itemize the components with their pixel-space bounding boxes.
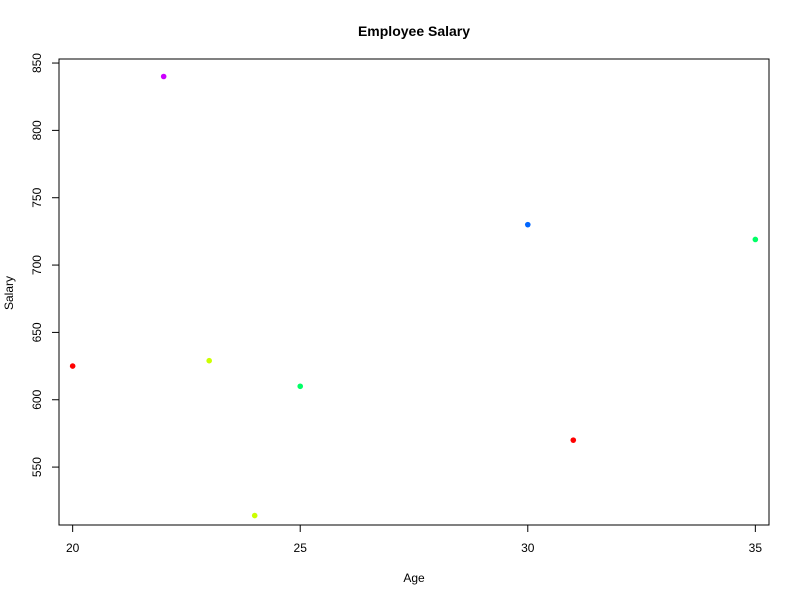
data-points xyxy=(69,73,759,519)
x-tick-label: 30 xyxy=(521,541,535,555)
plot-frame xyxy=(58,58,770,526)
x-axis: 20 25 30 35 xyxy=(66,524,763,555)
data-point xyxy=(206,357,212,364)
y-axis: 550 600 650 700 750 800 850 xyxy=(30,53,60,477)
data-point xyxy=(160,73,167,80)
y-tick-label: 650 xyxy=(30,322,44,342)
y-tick-label: 550 xyxy=(30,457,44,477)
y-axis-label: Salary xyxy=(2,276,16,310)
x-axis-label: Age xyxy=(403,571,425,585)
data-point xyxy=(297,383,304,390)
data-point xyxy=(570,437,577,443)
x-tick-label: 25 xyxy=(294,541,308,555)
y-tick-label: 750 xyxy=(30,187,44,207)
x-tick-label: 20 xyxy=(66,541,80,555)
data-point xyxy=(69,363,76,369)
y-tick-label: 800 xyxy=(30,120,44,140)
y-tick-label: 700 xyxy=(30,255,44,275)
data-point xyxy=(524,221,531,228)
data-point xyxy=(251,512,258,519)
y-tick-label: 850 xyxy=(30,53,44,73)
x-tick-label: 35 xyxy=(749,541,763,555)
chart-title: Employee Salary xyxy=(358,23,470,39)
y-tick-label: 600 xyxy=(30,389,44,409)
data-point xyxy=(752,236,759,243)
